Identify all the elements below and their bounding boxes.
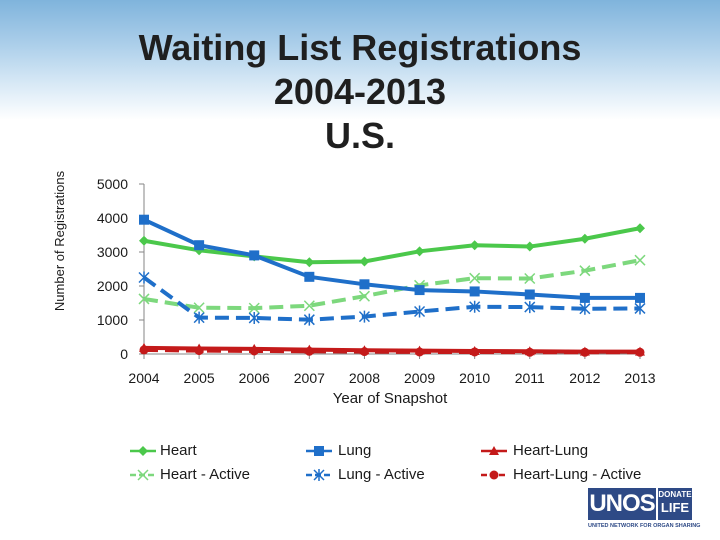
data-point-heart-active	[138, 293, 150, 305]
data-point-heart	[524, 241, 535, 252]
x-tick-label: 2012	[569, 370, 600, 386]
data-point-lung	[579, 292, 590, 303]
legend-marker-lung-active	[313, 469, 325, 481]
data-point-heart	[469, 240, 480, 251]
legend-label-heart-active: Heart - Active	[160, 466, 251, 483]
series-line-lung	[143, 217, 640, 300]
data-point-lung-active	[634, 302, 646, 315]
data-point-lung-active	[193, 311, 205, 324]
legend-marker-heart-active	[137, 469, 149, 481]
data-point-lung-active	[524, 301, 536, 314]
data-point-lung	[524, 289, 535, 300]
donate-life-bottom: LIFE	[660, 500, 690, 515]
x-tick-label: 2005	[184, 370, 215, 386]
title-line-1: Waiting List Registrations	[138, 27, 582, 68]
data-point-heart-active	[579, 265, 591, 277]
data-point-heart-lung	[469, 345, 480, 355]
data-point-heart-active	[303, 300, 315, 312]
data-point-heart-lung	[194, 343, 205, 353]
unos-tagline: UNITED NETWORK FOR ORGAN SHARING	[588, 523, 701, 529]
data-point-lung	[635, 292, 645, 303]
data-point-heart-active	[524, 272, 536, 285]
data-point-heart-lung	[359, 345, 370, 355]
y-tick-label: 3000	[97, 244, 128, 260]
x-tick-label: 2009	[404, 370, 435, 386]
legend-label-lung: Lung	[338, 442, 372, 459]
x-tick-label: 2007	[294, 370, 325, 386]
data-point-heart	[579, 233, 590, 244]
data-point-lung	[194, 240, 205, 251]
title-line-2: 2004-2013	[273, 71, 447, 112]
x-tick-label: 2013	[624, 370, 655, 386]
x-tick-label: 2008	[349, 370, 380, 386]
data-point-heart-active	[248, 302, 260, 314]
slide-title: Waiting List Registrations 2004-2013 U.S…	[60, 26, 660, 158]
data-point-lung	[139, 214, 149, 225]
legend-marker-lung	[314, 446, 324, 456]
data-point-lung-active	[248, 311, 260, 324]
data-point-heart-lung	[635, 346, 645, 356]
unos-logo: UNOS DONATE LIFE UNITED NETWORK FOR ORGA…	[588, 488, 700, 534]
data-point-lung-active	[358, 310, 370, 323]
legend-marker-heart-lung-active	[489, 470, 499, 480]
data-point-lung-active	[579, 302, 591, 315]
series-line-heart-lung	[143, 345, 640, 354]
y-tick-label: 5000	[97, 176, 128, 192]
x-axis-label: Year of Snapshot	[332, 390, 448, 407]
donate-life-top: DONATE	[658, 490, 692, 499]
data-point-heart-lung	[304, 344, 315, 354]
data-point-heart-active	[634, 254, 646, 266]
legend-label-heart: Heart	[160, 442, 197, 459]
data-point-lung	[359, 279, 370, 290]
data-point-heart-active	[193, 302, 205, 314]
legend-marker-heart	[138, 446, 148, 456]
y-tick-label: 2000	[97, 278, 128, 294]
data-point-heart-lung	[579, 346, 590, 356]
y-tick-label: 1000	[97, 312, 128, 328]
y-axis-label: Number of Registrations	[52, 170, 67, 312]
data-point-lung-active	[138, 271, 150, 284]
data-point-heart-lung	[524, 346, 535, 356]
data-point-heart-active	[469, 272, 481, 284]
legend-label-heart-lung-active: Heart-Lung - Active	[513, 466, 642, 483]
data-point-heart	[139, 235, 149, 246]
data-point-heart-lung	[139, 342, 149, 352]
x-tick-label: 2004	[128, 370, 159, 386]
data-point-lung-active	[303, 313, 315, 326]
data-point-heart	[414, 246, 425, 257]
legend-label-lung-active: Lung - Active	[338, 466, 425, 483]
x-tick-label: 2010	[459, 370, 490, 386]
x-tick-label: 2006	[239, 370, 270, 386]
y-tick-label: 0	[120, 346, 128, 362]
legend-label-heart-lung: Heart-Lung	[513, 442, 589, 459]
data-point-heart-lung	[249, 343, 260, 353]
data-point-lung	[249, 250, 260, 261]
data-point-heart-lung	[414, 345, 425, 355]
x-tick-label: 2011	[515, 370, 545, 386]
data-point-lung-active	[414, 305, 426, 318]
legend-marker-heart-lung	[489, 446, 499, 455]
data-point-heart	[304, 257, 315, 268]
donate-life-badge: DONATE LIFE	[658, 488, 692, 520]
unos-logo-wordmark: UNOS	[588, 488, 656, 520]
header-background	[0, 0, 720, 120]
data-point-lung-active	[469, 300, 481, 313]
data-point-lung	[414, 285, 425, 296]
data-point-heart-active	[358, 290, 370, 302]
data-point-lung	[304, 271, 315, 282]
y-tick-label: 4000	[97, 210, 128, 226]
data-point-heart	[635, 223, 645, 234]
data-point-heart	[359, 256, 370, 267]
series-line-lung-active	[142, 275, 641, 322]
series-line-heart-active	[143, 258, 641, 311]
series-line-heart	[143, 226, 641, 265]
title-line-3: U.S.	[324, 115, 395, 156]
data-point-lung	[469, 286, 480, 297]
